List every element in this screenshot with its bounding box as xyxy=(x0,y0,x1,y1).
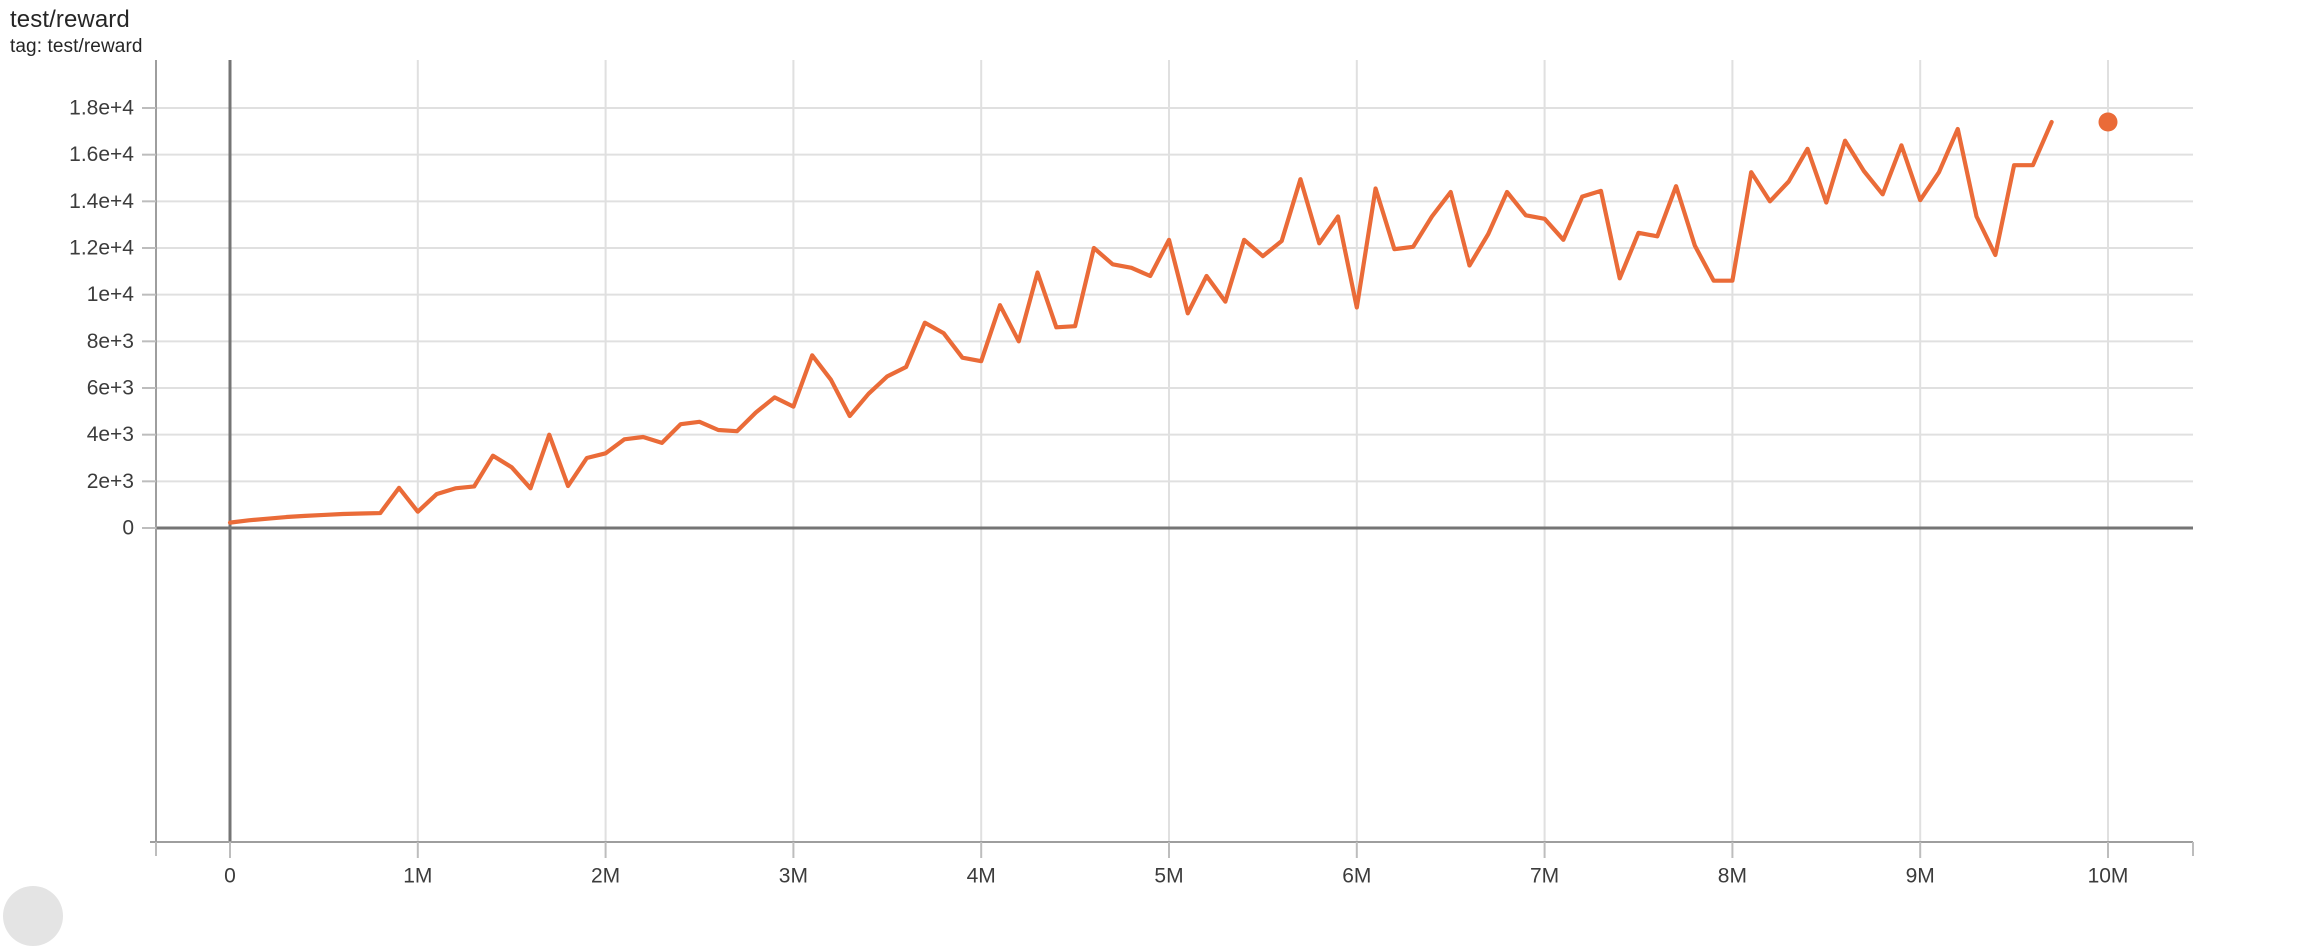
y-tick-label: 1e+4 xyxy=(87,283,135,306)
y-tick-label: 6e+3 xyxy=(87,377,134,400)
chart-header: test/reward tag: test/reward xyxy=(10,6,143,58)
y-tick-label: 1.8e+4 xyxy=(69,97,134,120)
y-axis-tick-labels: 0 2e+3 4e+3 6e+3 8e+3 1e+4 1.2e+4 1.4e+4 1.6e+4 1… xyxy=(69,97,134,540)
x-tick-label: 6M xyxy=(1342,864,1371,887)
chart-tag-label: tag: test/reward xyxy=(10,36,143,57)
x-tick-label: 0 xyxy=(224,864,236,887)
tick-marks xyxy=(142,60,2194,858)
x-tick-label: 3M xyxy=(779,864,808,887)
data-series[interactable] xyxy=(227,119,2054,525)
y-tick-label: 1.4e+4 xyxy=(69,190,134,213)
horizontal-gridlines xyxy=(156,107,2193,483)
y-tick-label: 4e+3 xyxy=(87,423,134,446)
plot-area[interactable]: 0 2e+3 4e+3 6e+3 8e+3 1e+4 1.2e+4 1.4e+4 1.6e+4 1… xyxy=(0,0,2308,900)
x-tick-label: 5M xyxy=(1154,864,1183,887)
line-chart-svg[interactable]: 0 2e+3 4e+3 6e+3 8e+3 1e+4 1.2e+4 1.4e+4 1.6e+4 1… xyxy=(0,0,2308,900)
page-title: test/reward xyxy=(10,6,130,33)
y-tick-label: 8e+3 xyxy=(87,330,134,353)
y-tick-label: 0 xyxy=(122,517,134,540)
last-point-marker-dot[interactable] xyxy=(2098,112,2118,132)
y-tick-label: 1.6e+4 xyxy=(69,143,134,166)
series-line[interactable] xyxy=(227,119,2054,525)
x-tick-label: 7M xyxy=(1530,864,1559,887)
x-tick-label: 10M xyxy=(2088,864,2129,887)
vertical-gridlines xyxy=(416,60,2109,842)
x-tick-label: 2M xyxy=(591,864,620,887)
y-tick-label: 2e+3 xyxy=(87,470,134,493)
axis-lines xyxy=(156,60,2193,842)
x-tick-label: 4M xyxy=(967,864,996,887)
x-tick-label: 1M xyxy=(403,864,432,887)
last-point-marker[interactable] xyxy=(2098,112,2118,132)
x-tick-label: 9M xyxy=(1906,864,1935,887)
x-axis-tick-labels: 0 1M 2M 3M 4M 5M 6M 7M 8M 9M 10M xyxy=(224,864,2128,887)
x-tick-label: 8M xyxy=(1718,864,1747,887)
y-tick-label: 1.2e+4 xyxy=(69,237,134,260)
